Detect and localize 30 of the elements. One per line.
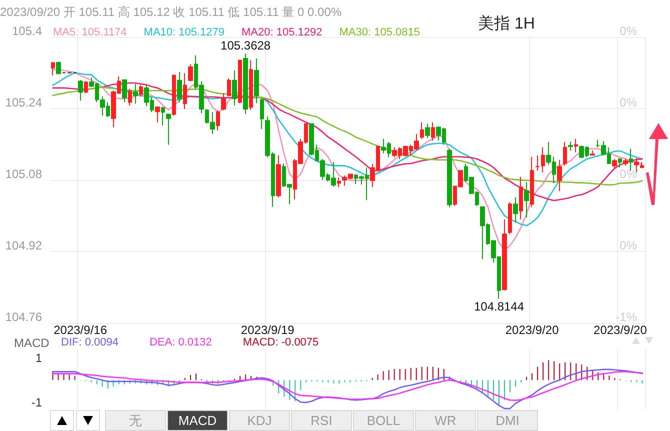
text: MA30: 105.0815 — [339, 26, 420, 38]
y-tick-label: 104.76 — [5, 310, 42, 324]
text: MA5: 105.1174 — [53, 26, 127, 38]
text: 无 — [105, 410, 166, 431]
y-tick-label: 105.24 — [5, 96, 42, 110]
y-tick-label: 105.08 — [5, 167, 42, 181]
text: KDJ — [229, 410, 290, 431]
text: 2023/09/20 开 105.11 高 105.12 收 105.11 低 105.11 量 0 0.00% — [0, 5, 342, 19]
chart-title: 美指 1H — [478, 14, 535, 32]
annotation: 104.8144 — [474, 300, 524, 314]
text: DMI — [477, 410, 538, 431]
x-tick-label: 2023/9/20 — [505, 323, 560, 337]
annotation: 105.3628 — [220, 38, 271, 53]
text: MACD: -0.0075 — [242, 336, 319, 348]
x-tick-label: 2023/9/20 — [594, 323, 648, 337]
x-tick-label: 2023/9/16 — [54, 323, 108, 337]
y-tick-label: 105.4 — [12, 24, 42, 38]
y-tick-label: 104.92 — [5, 238, 42, 252]
y-tick-label: 1 — [35, 350, 42, 365]
text: DEA: 0.0132 — [149, 336, 212, 348]
text: MACD — [167, 410, 228, 431]
text: MA10: 105.1279 — [144, 26, 225, 38]
text: DIF: 0.0094 — [61, 336, 118, 348]
x-tick-label: 2023/9/19 — [240, 323, 295, 337]
y-tick-label: -1 — [31, 395, 42, 410]
text: MA20: 105.1292 — [242, 26, 322, 38]
chart-title: MACD — [14, 336, 50, 350]
text: BOLL — [353, 410, 414, 431]
text: WR — [415, 410, 476, 431]
text: RSI — [291, 410, 352, 431]
